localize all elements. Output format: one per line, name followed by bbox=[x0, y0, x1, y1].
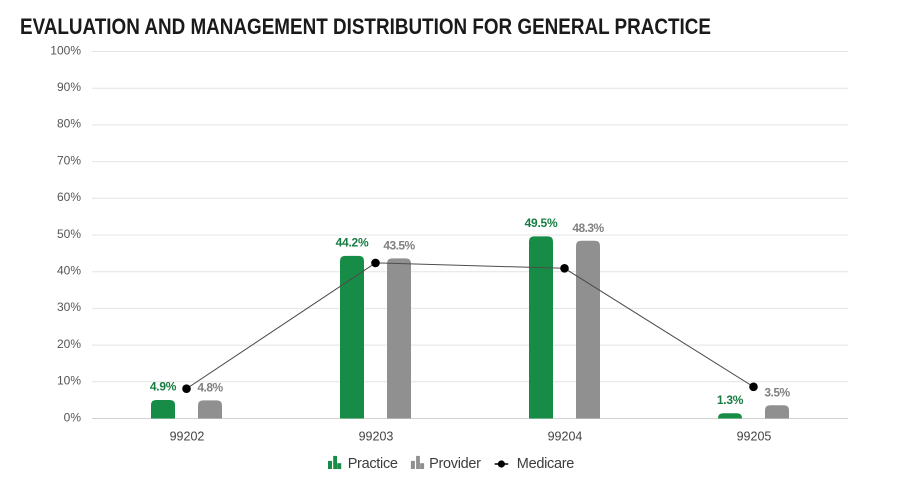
svg-text:90%: 90% bbox=[57, 80, 81, 94]
svg-text:4.8%: 4.8% bbox=[197, 381, 223, 395]
svg-text:1.3%: 1.3% bbox=[717, 393, 744, 407]
svg-text:99203: 99203 bbox=[359, 430, 394, 444]
svg-text:Practice: Practice bbox=[348, 456, 398, 472]
svg-text:4.9%: 4.9% bbox=[150, 380, 177, 394]
svg-text:Medicare: Medicare bbox=[517, 456, 574, 472]
svg-text:44.2%: 44.2% bbox=[336, 236, 369, 250]
svg-text:80%: 80% bbox=[57, 117, 81, 131]
svg-text:99202: 99202 bbox=[170, 430, 205, 444]
svg-text:50%: 50% bbox=[57, 227, 81, 241]
svg-text:99204: 99204 bbox=[548, 430, 583, 444]
svg-text:99205: 99205 bbox=[737, 430, 772, 444]
svg-text:60%: 60% bbox=[57, 190, 81, 204]
svg-text:20%: 20% bbox=[57, 337, 81, 351]
svg-text:Provider: Provider bbox=[429, 456, 481, 472]
svg-text:EVALUATION AND MANAGEMENT DIST: EVALUATION AND MANAGEMENT DISTRIBUTION F… bbox=[20, 15, 711, 40]
svg-text:0%: 0% bbox=[64, 410, 82, 424]
svg-text:100%: 100% bbox=[50, 43, 81, 57]
svg-text:30%: 30% bbox=[57, 300, 81, 314]
svg-text:3.5%: 3.5% bbox=[764, 385, 790, 399]
svg-text:40%: 40% bbox=[57, 264, 81, 278]
svg-text:70%: 70% bbox=[57, 153, 81, 167]
svg-text:49.5%: 49.5% bbox=[525, 216, 558, 230]
svg-text:48.3%: 48.3% bbox=[572, 221, 604, 235]
svg-text:43.5%: 43.5% bbox=[383, 239, 415, 253]
svg-text:10%: 10% bbox=[57, 374, 81, 388]
